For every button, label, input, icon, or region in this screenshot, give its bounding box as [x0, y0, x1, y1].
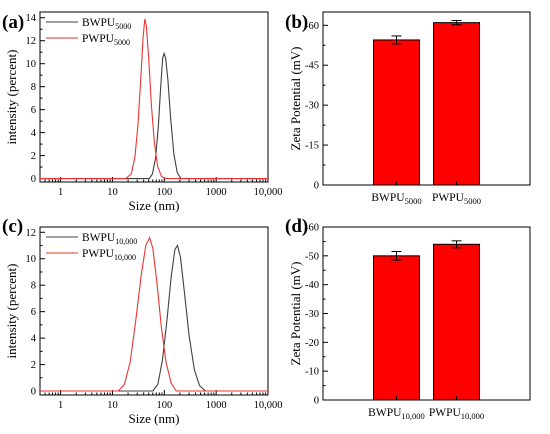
panel-label: (a): [2, 12, 24, 33]
x-tick-label: 10,000: [254, 400, 283, 411]
y-axis-title: intensity (percent): [4, 264, 19, 359]
plot-frame: [322, 226, 531, 401]
y-tick-label: -60: [305, 21, 319, 32]
y-tick-label: 14: [26, 13, 37, 24]
legend-label: BWPU10,000: [82, 232, 137, 246]
x-tick-label: 1000: [206, 400, 227, 411]
series-line-pwpu: [40, 236, 268, 392]
y-tick-label: -30: [305, 101, 319, 112]
panel-c: (c) 1 10 100 1000 10,000 0 2 4 6 8 10 12 Size (nm) int…: [2, 216, 282, 426]
y-tick-label: -45: [305, 61, 319, 72]
panel-label: (b): [285, 12, 308, 33]
category-label: PWPU5000: [432, 192, 481, 206]
x-tick-label: 10: [107, 187, 118, 198]
y-tick-label: 2: [31, 151, 36, 162]
series-line-pwpu: [40, 18, 268, 180]
legend-label: PWPU5000: [82, 33, 130, 47]
y-tick-label: -15: [305, 141, 319, 152]
bar-pwpu: [433, 243, 481, 401]
series-line-bwpu: [40, 51, 268, 180]
x-axis-title: Size (nm): [129, 198, 180, 213]
x-tick-label: 1: [58, 400, 63, 411]
legend-label: BWPU5000: [82, 17, 131, 31]
panel-label: (d): [285, 216, 308, 237]
y-tick-label: 12: [26, 36, 37, 47]
plot-frame: [322, 11, 531, 186]
y-tick-label: 8: [31, 82, 36, 93]
legend-label: PWPU10,000: [82, 248, 136, 262]
y-tick-label: 8: [31, 281, 36, 292]
bar-pwpu: [433, 22, 481, 186]
x-tick-label: 10: [107, 400, 118, 411]
series-line-bwpu: [40, 244, 268, 392]
y-tick-label: 2: [31, 360, 36, 371]
y-tick-label: 0: [31, 174, 36, 185]
y-tick-label: 10: [26, 59, 37, 70]
panel-b: (b) 0 -15 -30 -45 -60 Zeta Potential (mV) BWPU5…: [285, 11, 531, 206]
bar-bwpu: [372, 39, 420, 186]
x-axis-title: Size (nm): [129, 411, 180, 426]
y-tick-label: 6: [31, 105, 36, 116]
y-tick-label: -50: [305, 251, 319, 262]
y-tick-label: -60: [305, 223, 319, 234]
x-tick-label: 100: [156, 187, 172, 198]
y-tick-label: 4: [31, 334, 37, 345]
x-tick-label: 100: [156, 400, 172, 411]
y-tick-label: 6: [31, 307, 36, 318]
y-tick-label: 0: [314, 181, 319, 192]
panel-a: (a) 1 10 100 1000 10,000 0 2 4 6 8 10 12 14 Size (nm) i…: [2, 11, 283, 213]
plot-frame: [39, 11, 269, 183]
category-label: BWPU5000: [371, 192, 421, 206]
bar-bwpu: [372, 255, 420, 401]
y-tick-label: -10: [305, 367, 319, 378]
y-tick-label: 4: [31, 128, 37, 139]
panel-label: (c): [2, 216, 23, 237]
y-tick-label: -40: [305, 280, 319, 291]
x-tick-label: 1: [58, 187, 63, 198]
y-tick-label: -20: [305, 338, 319, 349]
category-label: BWPU10,000: [368, 407, 425, 421]
y-tick-label: 0: [314, 396, 319, 407]
y-axis-title: Zeta Potential (mV): [288, 262, 303, 366]
y-tick-label: 0: [31, 387, 36, 398]
y-tick-label: 10: [26, 254, 37, 265]
x-tick-label: 10,000: [254, 187, 283, 198]
y-axis-title: intensity (percent): [4, 50, 19, 145]
x-tick-label: 1000: [206, 187, 227, 198]
plot-frame: [39, 226, 269, 396]
panel-d: (d) 0 -10 -20 -30 -40 -50 -60 Zeta Potential (mV…: [285, 216, 531, 421]
y-tick-label: -30: [305, 309, 319, 320]
y-axis-title: Zeta Potential (mV): [288, 47, 303, 151]
category-label: PWPU10,000: [429, 407, 484, 421]
y-tick-label: 12: [26, 228, 37, 239]
